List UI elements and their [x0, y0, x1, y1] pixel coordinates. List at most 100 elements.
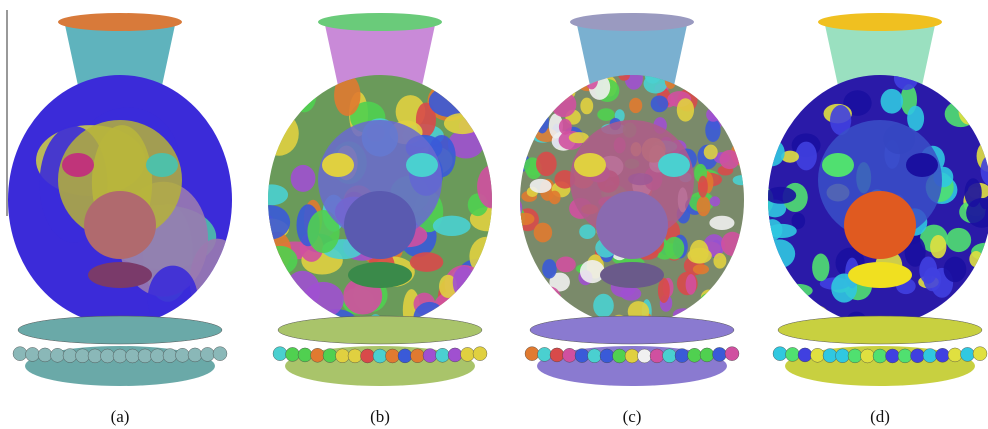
bead — [663, 349, 677, 363]
patch — [453, 266, 476, 299]
patch — [706, 107, 720, 121]
patch — [251, 205, 291, 239]
patch — [969, 251, 982, 267]
mouth — [600, 262, 664, 288]
patch — [580, 98, 593, 115]
patch — [259, 112, 298, 156]
patch — [794, 83, 812, 102]
patch — [264, 100, 283, 120]
patch — [522, 269, 535, 281]
patch — [460, 285, 504, 310]
patch — [709, 68, 719, 88]
patch — [557, 72, 570, 82]
collar — [530, 316, 734, 344]
patch — [620, 287, 641, 301]
lion-vase — [0, 13, 245, 386]
bead — [861, 349, 875, 363]
patch — [256, 184, 288, 205]
bead — [348, 349, 362, 363]
patch — [531, 72, 550, 92]
bead — [786, 347, 800, 361]
patch — [530, 179, 552, 193]
patch — [444, 113, 481, 134]
patch — [697, 196, 711, 216]
patch — [946, 228, 971, 252]
patch — [410, 252, 444, 272]
patch — [530, 294, 547, 308]
patch — [556, 257, 576, 273]
patch — [555, 67, 568, 87]
lip — [318, 13, 442, 31]
bead — [848, 349, 862, 363]
patch — [762, 219, 782, 240]
bead — [688, 348, 702, 362]
patch — [733, 175, 751, 185]
patch — [257, 55, 297, 96]
bead — [138, 349, 152, 363]
bead — [163, 349, 177, 363]
bead — [423, 349, 437, 363]
patch — [525, 304, 547, 318]
bead — [323, 349, 337, 363]
panel-caption: (d) — [870, 407, 890, 426]
mouth — [848, 262, 912, 288]
patch — [455, 97, 485, 114]
bead — [911, 349, 925, 363]
eye — [146, 153, 178, 177]
patch — [764, 239, 796, 268]
patch — [698, 176, 708, 198]
bead — [823, 349, 837, 363]
bead — [188, 348, 202, 362]
bead — [298, 348, 312, 362]
patch — [429, 86, 472, 117]
bead — [575, 349, 589, 363]
patch — [964, 92, 978, 124]
patch — [292, 77, 316, 112]
bead — [176, 348, 190, 362]
patch — [516, 102, 534, 127]
bead — [898, 349, 912, 363]
patch — [919, 256, 937, 283]
patch — [629, 98, 642, 113]
patch — [529, 72, 551, 91]
bead — [311, 348, 325, 362]
bead — [873, 349, 887, 363]
collar — [18, 316, 222, 344]
bead — [525, 347, 539, 361]
lip — [58, 13, 182, 31]
patch — [542, 259, 557, 279]
patch — [718, 68, 743, 88]
lion-vase — [757, 13, 988, 386]
patch — [704, 145, 718, 160]
bead — [700, 348, 714, 362]
patch — [518, 90, 533, 113]
collar — [778, 316, 982, 344]
bead — [386, 349, 400, 363]
patch — [285, 271, 320, 311]
patch — [765, 187, 796, 204]
bead — [336, 349, 350, 363]
patch — [930, 235, 946, 258]
patch — [542, 297, 558, 316]
bead — [811, 348, 825, 362]
patch — [508, 73, 529, 98]
patch — [730, 73, 742, 96]
patch — [540, 303, 566, 322]
bead — [836, 349, 850, 363]
eye — [574, 153, 606, 177]
patch — [705, 119, 720, 143]
bead — [973, 347, 987, 361]
lip — [818, 13, 942, 31]
eye — [406, 153, 438, 177]
patch — [686, 274, 697, 295]
patch — [291, 165, 316, 192]
bead — [600, 349, 614, 363]
figure: (a) (b) (c) (d) — [0, 0, 988, 429]
bead — [63, 349, 77, 363]
patch — [536, 152, 557, 176]
patch — [529, 109, 539, 134]
lip — [570, 13, 694, 31]
bead — [113, 349, 127, 363]
bead — [213, 347, 227, 361]
bead — [563, 348, 577, 362]
